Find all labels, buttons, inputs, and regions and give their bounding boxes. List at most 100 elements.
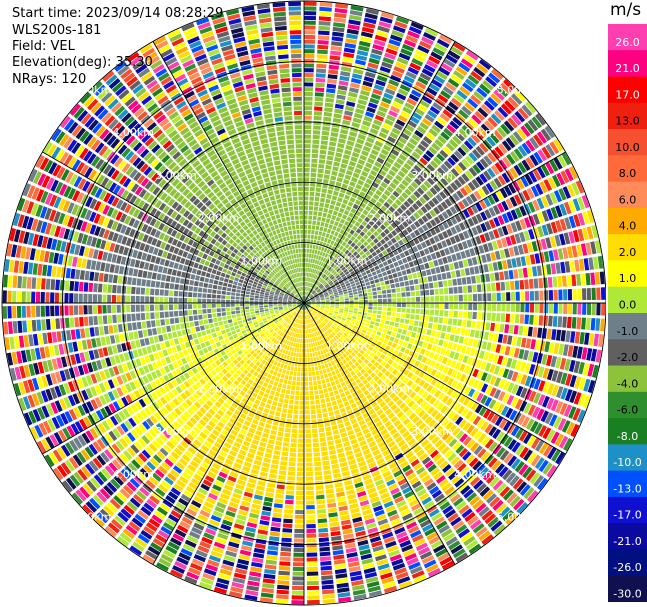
velocity-gate xyxy=(519,430,528,442)
velocity-gate xyxy=(325,431,333,437)
velocity-gate xyxy=(388,153,397,161)
velocity-gate xyxy=(291,385,296,391)
velocity-gate xyxy=(417,45,430,54)
velocity-gate xyxy=(448,101,459,111)
velocity-gate xyxy=(512,131,524,143)
velocity-gate xyxy=(460,269,466,277)
velocity-gate xyxy=(496,431,505,442)
velocity-gate xyxy=(451,369,458,378)
velocity-gate xyxy=(429,187,438,196)
velocity-gate xyxy=(452,427,461,437)
velocity-gate xyxy=(514,233,522,244)
velocity-gate xyxy=(417,226,425,234)
velocity-gate xyxy=(401,393,408,401)
velocity-gate xyxy=(374,114,385,122)
velocity-gate xyxy=(387,240,393,247)
velocity-gate xyxy=(464,121,475,132)
velocity-gate xyxy=(362,145,371,153)
velocity-gate xyxy=(390,165,399,173)
velocity-gate xyxy=(510,114,522,126)
velocity-gate xyxy=(282,446,289,452)
velocity-gate xyxy=(334,295,339,298)
velocity-gate xyxy=(422,153,432,162)
velocity-gate xyxy=(582,303,587,315)
velocity-gate xyxy=(410,308,416,314)
velocity-gate xyxy=(391,70,403,79)
velocity-gate xyxy=(319,317,324,322)
velocity-gate xyxy=(379,353,386,360)
velocity-gate xyxy=(383,385,390,392)
velocity-gate xyxy=(279,561,291,566)
velocity-gate xyxy=(510,222,518,233)
velocity-gate xyxy=(263,457,271,464)
velocity-gate xyxy=(333,259,338,264)
velocity-gate xyxy=(562,316,567,328)
velocity-gate xyxy=(306,298,310,302)
velocity-gate xyxy=(521,104,533,117)
velocity-gate xyxy=(320,307,325,310)
velocity-gate xyxy=(382,294,387,298)
velocity-gate xyxy=(450,97,462,108)
velocity-gate xyxy=(320,262,324,267)
velocity-gate xyxy=(320,304,325,307)
velocity-gate xyxy=(276,436,283,442)
velocity-gate xyxy=(345,144,353,151)
velocity-gate xyxy=(361,253,367,259)
velocity-gate xyxy=(572,288,577,301)
velocity-gate xyxy=(474,330,480,339)
velocity-gate xyxy=(311,299,316,301)
velocity-gate xyxy=(555,451,565,465)
velocity-gate xyxy=(472,293,478,302)
velocity-gate xyxy=(548,290,554,301)
velocity-gate xyxy=(571,245,578,258)
velocity-gate xyxy=(460,143,470,154)
velocity-gate xyxy=(546,429,556,442)
velocity-gate xyxy=(311,303,316,305)
velocity-gate xyxy=(544,125,555,139)
velocity-gate xyxy=(408,412,417,420)
velocity-gate xyxy=(471,275,476,284)
velocity-gate xyxy=(510,303,516,312)
velocity-gate xyxy=(348,160,357,167)
velocity-gate xyxy=(485,273,491,282)
velocity-gate xyxy=(506,153,516,165)
velocity-gate xyxy=(310,297,315,300)
velocity-gate xyxy=(259,520,270,526)
velocity-gate xyxy=(257,405,264,412)
velocity-gate xyxy=(330,299,335,302)
velocity-gate xyxy=(475,176,484,186)
velocity-gate xyxy=(515,220,523,231)
velocity-gate xyxy=(419,40,432,50)
velocity-gate xyxy=(323,282,328,286)
velocity-gate xyxy=(334,379,340,385)
velocity-gate xyxy=(397,170,406,178)
velocity-gate xyxy=(367,368,373,375)
velocity-gate xyxy=(462,259,469,268)
velocity-gate xyxy=(367,62,379,70)
velocity-gate xyxy=(581,347,588,360)
velocity-gate xyxy=(339,229,345,235)
velocity-gate xyxy=(344,305,349,308)
velocity-gate xyxy=(440,405,448,414)
velocity-gate xyxy=(327,189,333,195)
velocity-gate xyxy=(334,266,339,271)
velocity-gate xyxy=(312,144,319,149)
velocity-gate xyxy=(475,275,481,283)
velocity-gate xyxy=(383,177,391,185)
velocity-gate xyxy=(306,348,310,353)
velocity-gate xyxy=(521,416,531,428)
velocity-gate xyxy=(334,206,340,212)
velocity-gate xyxy=(482,303,487,311)
velocity-gate xyxy=(426,375,434,383)
velocity-gate xyxy=(310,307,314,310)
velocity-gate xyxy=(370,197,377,204)
velocity-gate xyxy=(295,357,299,362)
velocity-gate xyxy=(361,186,368,193)
velocity-gate xyxy=(382,123,392,131)
velocity-gate xyxy=(577,288,582,301)
velocity-gate xyxy=(453,70,465,80)
velocity-gate xyxy=(532,406,541,418)
velocity-gate xyxy=(347,335,352,340)
velocity-gate xyxy=(344,309,349,312)
velocity-gate xyxy=(433,156,442,166)
